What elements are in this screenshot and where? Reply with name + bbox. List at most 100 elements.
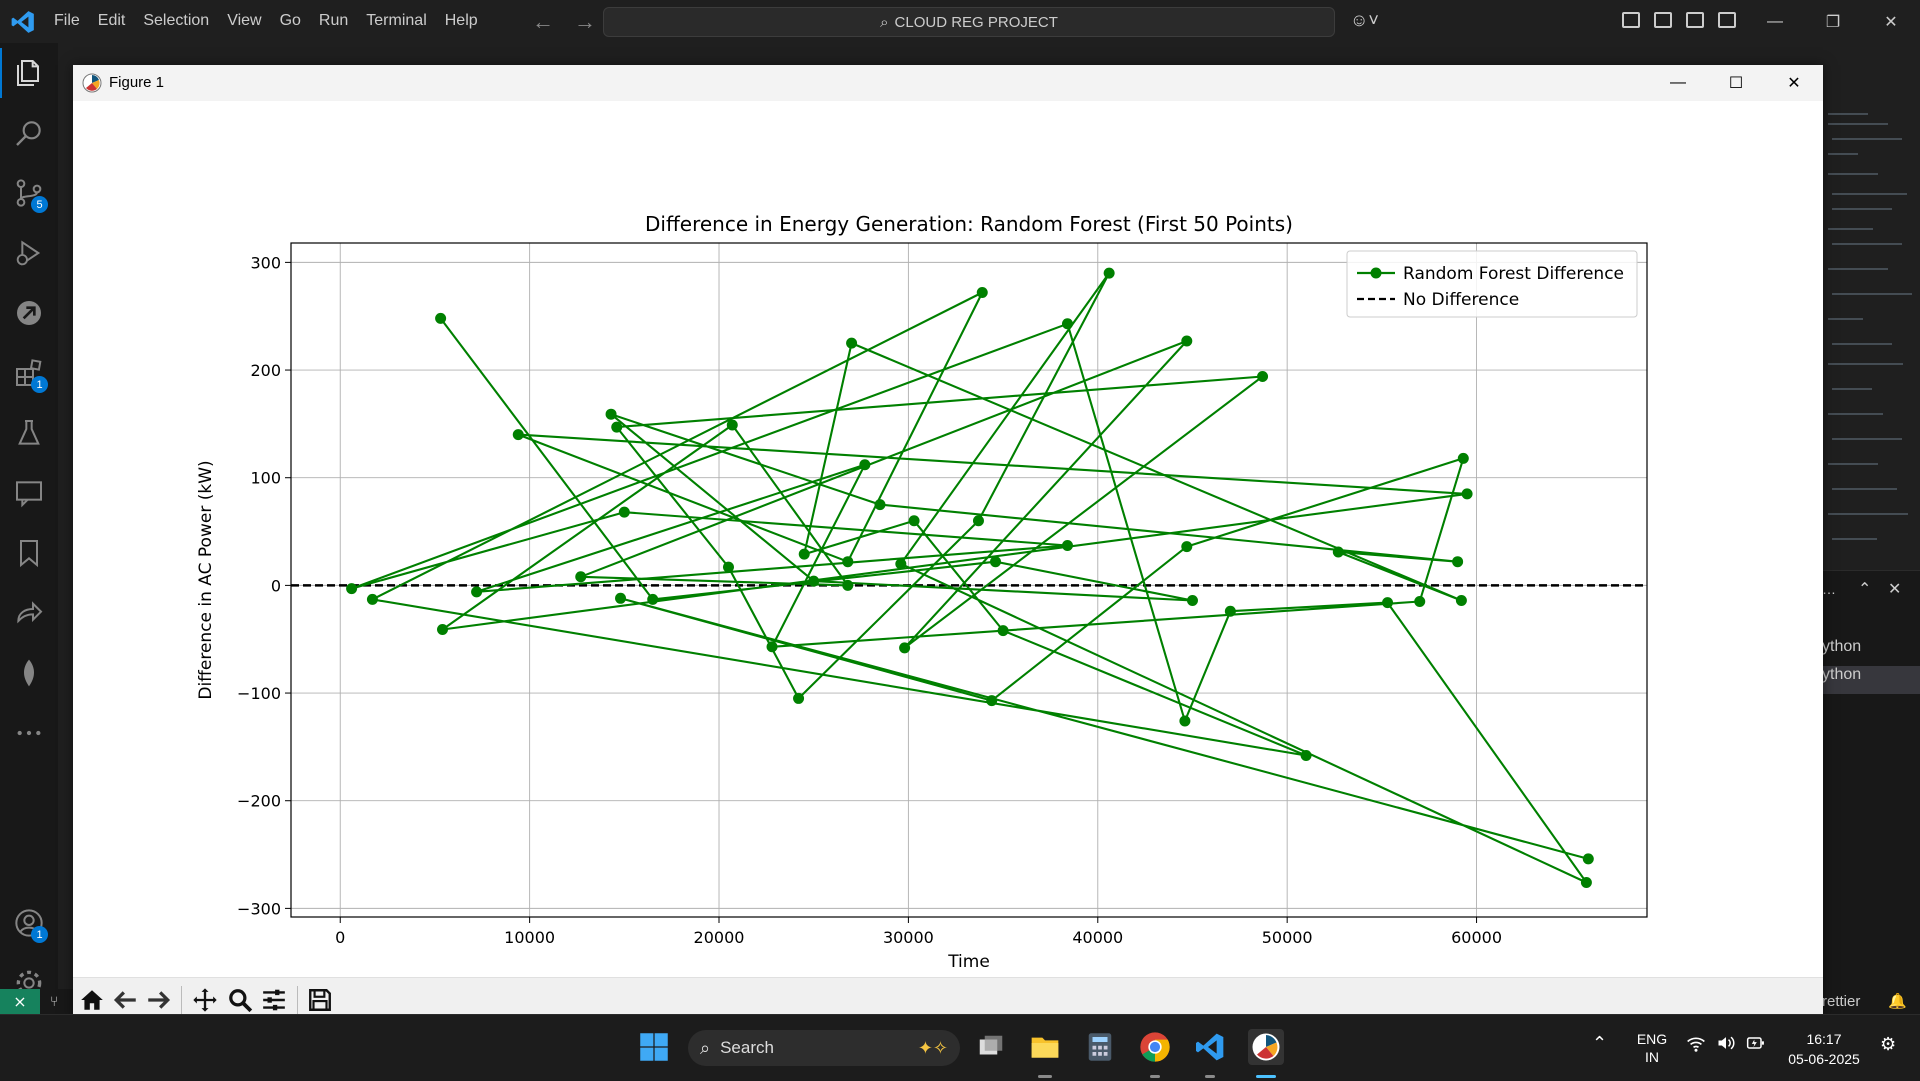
panel-maximize-icon[interactable]: ⌃ <box>1858 581 1872 598</box>
forward-icon[interactable] <box>143 985 173 1015</box>
task-view-icon[interactable] <box>973 1029 1009 1065</box>
clock-time: 16:17 <box>1806 1031 1842 1047</box>
data-point <box>997 625 1009 637</box>
terminal-list-item[interactable]: ython <box>1822 666 1920 694</box>
data-point <box>1103 267 1115 279</box>
data-point <box>1181 541 1193 553</box>
source-control-badge: 5 <box>31 196 48 213</box>
prettier-status[interactable]: rettier <box>1822 993 1861 1010</box>
plot-canvas[interactable]: 0 10000 20000 30000 40000 50000 60000 300 200 100… <box>73 101 1823 977</box>
menu-bar: File Edit Selection View Go Run Terminal… <box>54 12 496 30</box>
run-debug-icon[interactable] <box>0 228 58 278</box>
vscode-taskbar-icon[interactable] <box>1192 1029 1228 1065</box>
home-icon[interactable] <box>77 985 107 1015</box>
notification-center-icon[interactable]: ⚙ <box>1880 1034 1897 1054</box>
more-icon[interactable] <box>0 708 58 758</box>
language-indicator[interactable]: ENG IN <box>1634 1030 1670 1066</box>
explorer-icon[interactable] <box>0 48 58 98</box>
configure-subplots-icon[interactable] <box>259 985 289 1015</box>
back-icon[interactable] <box>111 985 141 1015</box>
chat-icon[interactable] <box>0 468 58 518</box>
data-point <box>808 575 820 587</box>
wifi-icon[interactable] <box>1686 1035 1706 1056</box>
testing-icon[interactable] <box>0 408 58 458</box>
command-center[interactable]: ⌕ CLOUD REG PROJECT <box>603 7 1335 37</box>
clock[interactable]: 16:17 05-06-2025 <box>1786 1029 1862 1069</box>
data-point <box>512 429 524 441</box>
search-icon: ⌕ <box>880 13 889 31</box>
figure-minimize-button[interactable]: — <box>1670 74 1686 91</box>
menu-go[interactable]: Go <box>279 12 301 29</box>
terminal-list-item[interactable]: ython <box>1822 638 1862 655</box>
menu-file[interactable]: File <box>54 12 80 29</box>
remote-explorer-icon[interactable] <box>0 288 58 338</box>
x-tick-label: 10000 <box>504 928 555 947</box>
vscode-close-button[interactable]: ✕ <box>1884 13 1898 31</box>
vscode-logo-icon <box>11 11 34 33</box>
x-tick-label: 60000 <box>1451 928 1502 947</box>
menu-selection[interactable]: Selection <box>143 12 210 29</box>
data-point <box>1452 556 1464 568</box>
data-point <box>1181 335 1193 347</box>
back-arrow-icon[interactable]: ← <box>532 9 554 34</box>
layout-controls <box>1622 12 1736 28</box>
remote-indicator-icon[interactable]: ⨯ <box>0 989 40 1014</box>
tray-overflow-icon[interactable]: ⌃ <box>1592 1033 1608 1053</box>
data-point <box>1224 605 1236 617</box>
chrome-icon[interactable] <box>1137 1029 1173 1065</box>
x-axis-label: Time <box>947 952 990 972</box>
zoom-icon[interactable] <box>225 985 255 1015</box>
figure-maximize-button[interactable]: ☐ <box>1728 75 1744 92</box>
bookmark-icon[interactable] <box>0 528 58 578</box>
data-point <box>895 558 907 570</box>
menu-edit[interactable]: Edit <box>97 12 126 29</box>
menu-help[interactable]: Help <box>444 12 478 29</box>
save-figure-icon[interactable] <box>305 985 335 1015</box>
toggle-secondary-sidebar-icon[interactable] <box>1718 12 1736 28</box>
taskbar-search-box[interactable]: ⌕ Search ✦✧ <box>688 1030 960 1066</box>
vscode-titlebar: File Edit Selection View Go Run Terminal… <box>0 0 1920 43</box>
accounts-icon[interactable]: 1 <box>0 898 58 948</box>
chart-title: Difference in Energy Generation: Random … <box>645 212 1293 236</box>
toggle-sidebar-icon[interactable] <box>1654 12 1672 28</box>
series-layer <box>346 267 1594 889</box>
panel-close-icon[interactable]: ✕ <box>1888 581 1902 598</box>
extensions-icon[interactable]: 1 <box>0 348 58 398</box>
figure-close-button[interactable]: ✕ <box>1787 75 1801 92</box>
menu-terminal[interactable]: Terminal <box>366 12 427 29</box>
windows-start-icon[interactable] <box>636 1029 672 1065</box>
command-center-label: CLOUD REG PROJECT <box>894 13 1058 31</box>
figure-window: Figure 1 — ☐ ✕ 0 10000 20000 30000 40000 5000… <box>73 65 1823 1021</box>
search-view-icon[interactable] <box>0 108 58 158</box>
toggle-panel-icon[interactable] <box>1686 12 1704 28</box>
y-tick-label: −200 <box>237 792 281 811</box>
legend-box <box>1346 250 1638 318</box>
copilot-icon[interactable]: ☺˅ <box>1350 10 1379 30</box>
live-share-icon[interactable] <box>0 588 58 638</box>
pan-icon[interactable] <box>190 985 220 1015</box>
customize-layout-icon[interactable] <box>1622 12 1640 28</box>
y-axis-label: Difference in AC Power (kW) <box>196 460 216 699</box>
panel-more-icon[interactable]: … <box>1822 581 1836 597</box>
data-point <box>766 641 778 653</box>
forward-arrow-icon[interactable]: → <box>574 9 596 34</box>
data-point <box>1186 594 1198 606</box>
data-point <box>1457 452 1469 464</box>
data-point <box>1257 371 1269 383</box>
figure-toolbar <box>73 977 1823 1021</box>
figure-title: Figure 1 <box>109 74 165 91</box>
branch-icon[interactable]: ⑂ <box>50 993 59 1009</box>
vscode-maximize-button[interactable]: ❐ <box>1825 13 1841 31</box>
menu-run[interactable]: Run <box>318 12 349 29</box>
battery-icon[interactable] <box>1746 1034 1766 1055</box>
notifications-icon[interactable]: 🔔 <box>1888 993 1907 1010</box>
vscode-minimize-button[interactable]: — <box>1767 12 1783 30</box>
file-explorer-icon[interactable] <box>1027 1029 1063 1065</box>
matplotlib-taskbar-icon[interactable] <box>1248 1029 1284 1065</box>
mongodb-leaf-icon[interactable] <box>0 648 58 698</box>
volume-icon[interactable] <box>1716 1034 1736 1055</box>
data-point <box>859 459 871 471</box>
menu-view[interactable]: View <box>227 12 262 29</box>
source-control-icon[interactable]: 5 <box>0 168 58 218</box>
calculator-icon[interactable] <box>1082 1029 1118 1065</box>
